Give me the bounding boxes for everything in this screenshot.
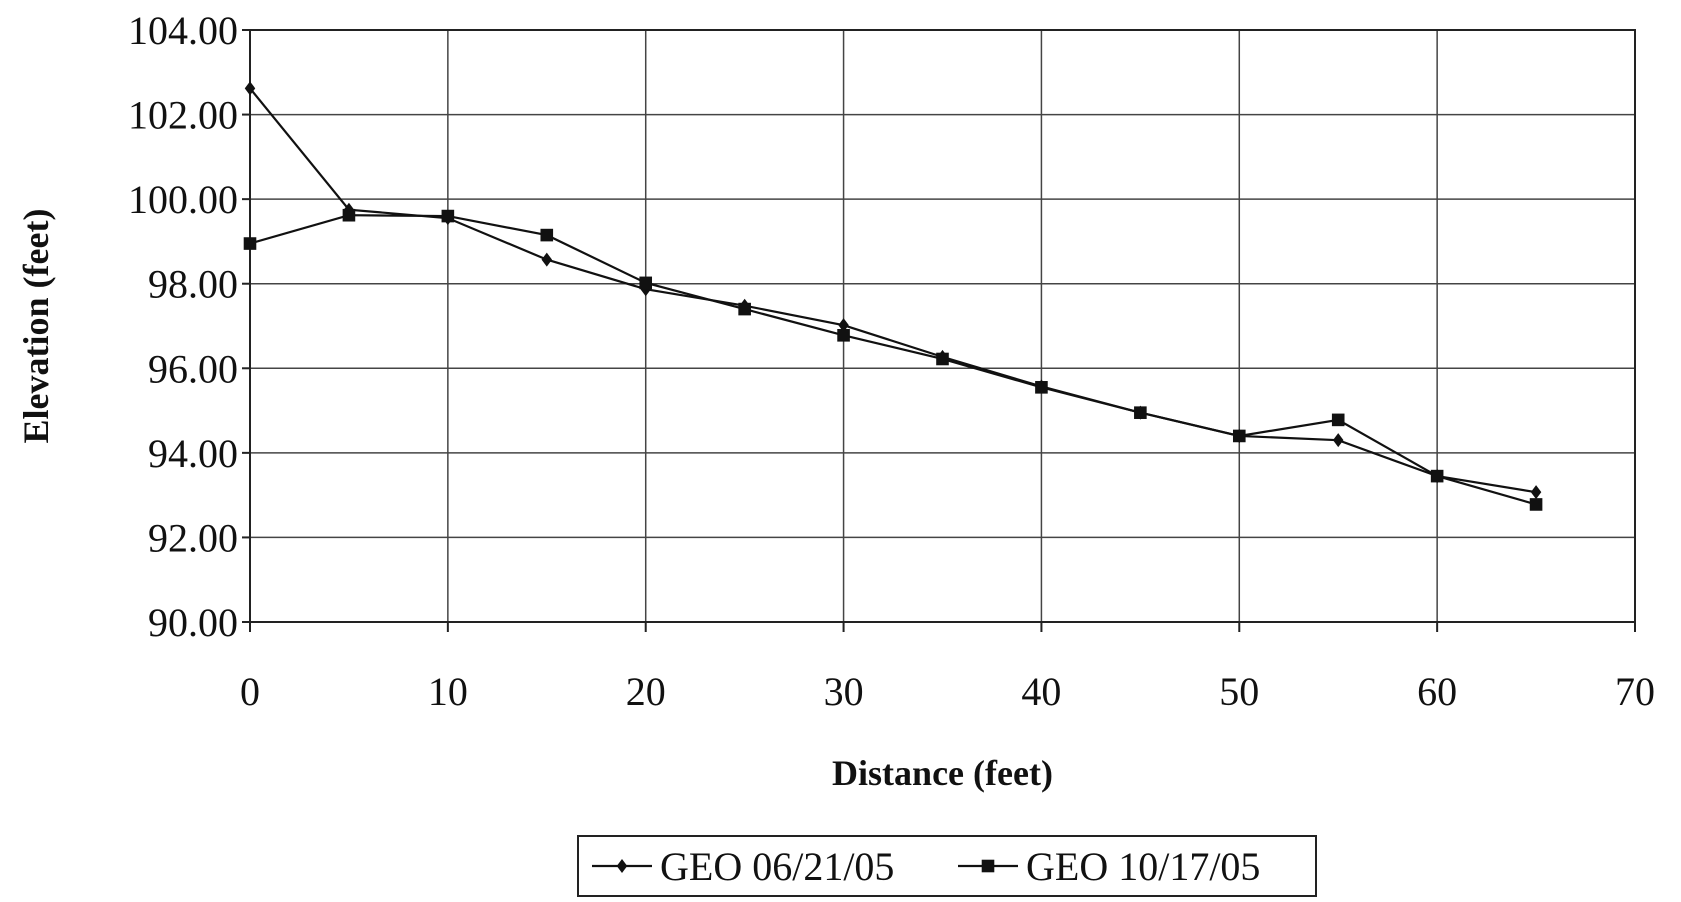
- x-axis-label: Distance (feet): [832, 753, 1053, 793]
- data-point: [936, 352, 949, 366]
- legend-item: GEO 10/17/05: [958, 844, 1260, 889]
- series-2: [243, 208, 1543, 511]
- x-tick-label: 50: [1219, 669, 1259, 714]
- y-tick-label: 92.00: [148, 515, 238, 560]
- data-point: [540, 228, 554, 242]
- data-point: [342, 208, 356, 222]
- data-point: [541, 252, 553, 267]
- data-point: [1035, 381, 1048, 394]
- series: [243, 81, 1543, 511]
- series-line: [249, 214, 1537, 506]
- data-point: [441, 209, 455, 223]
- x-tick-label: 10: [428, 669, 468, 714]
- data-point: [1332, 433, 1344, 448]
- y-tick-label: 104.00: [128, 8, 238, 53]
- gridlines: [249, 29, 1636, 623]
- data-point: [1530, 485, 1542, 500]
- legend-item: GEO 06/21/05: [592, 844, 894, 889]
- data-point: [244, 81, 256, 96]
- legend-marker: [981, 859, 995, 873]
- data-point: [838, 318, 849, 333]
- x-tick-label: 20: [626, 669, 666, 714]
- x-tick-label: 70: [1615, 669, 1655, 714]
- legend-marker: [616, 859, 628, 873]
- x-tick-label: 60: [1417, 669, 1457, 714]
- y-tick-label: 96.00: [148, 346, 238, 391]
- x-tick-label: 40: [1021, 669, 1061, 714]
- data-point: [1134, 406, 1147, 419]
- data-point: [243, 237, 257, 250]
- series-1: [244, 81, 1542, 500]
- data-point: [639, 276, 653, 290]
- y-tick-label: 98.00: [148, 262, 238, 307]
- legend-label: GEO 10/17/05: [1026, 844, 1260, 889]
- y-axis-label: Elevation (feet): [16, 209, 56, 444]
- data-point: [1529, 498, 1543, 511]
- data-point: [1430, 469, 1444, 483]
- data-point: [837, 329, 850, 342]
- series-line: [249, 87, 1537, 494]
- x-tick-label: 30: [824, 669, 864, 714]
- legend: GEO 06/21/05 GEO 10/17/05: [577, 835, 1317, 897]
- y-tick-label: 100.00: [128, 177, 238, 222]
- y-tick-label: 90.00: [148, 600, 238, 645]
- data-point: [1331, 413, 1345, 427]
- legend-label: GEO 06/21/05: [660, 844, 894, 889]
- data-point: [1232, 429, 1246, 443]
- plot-area: [249, 29, 1636, 623]
- x-tick-label: 0: [240, 669, 260, 714]
- axis-ticks: 90.0092.0094.0096.0098.00100.00102.00104…: [128, 8, 1655, 714]
- y-tick-label: 94.00: [148, 431, 238, 476]
- y-tick-label: 102.00: [128, 93, 238, 138]
- legend-box: [577, 835, 1317, 897]
- data-point: [738, 302, 751, 316]
